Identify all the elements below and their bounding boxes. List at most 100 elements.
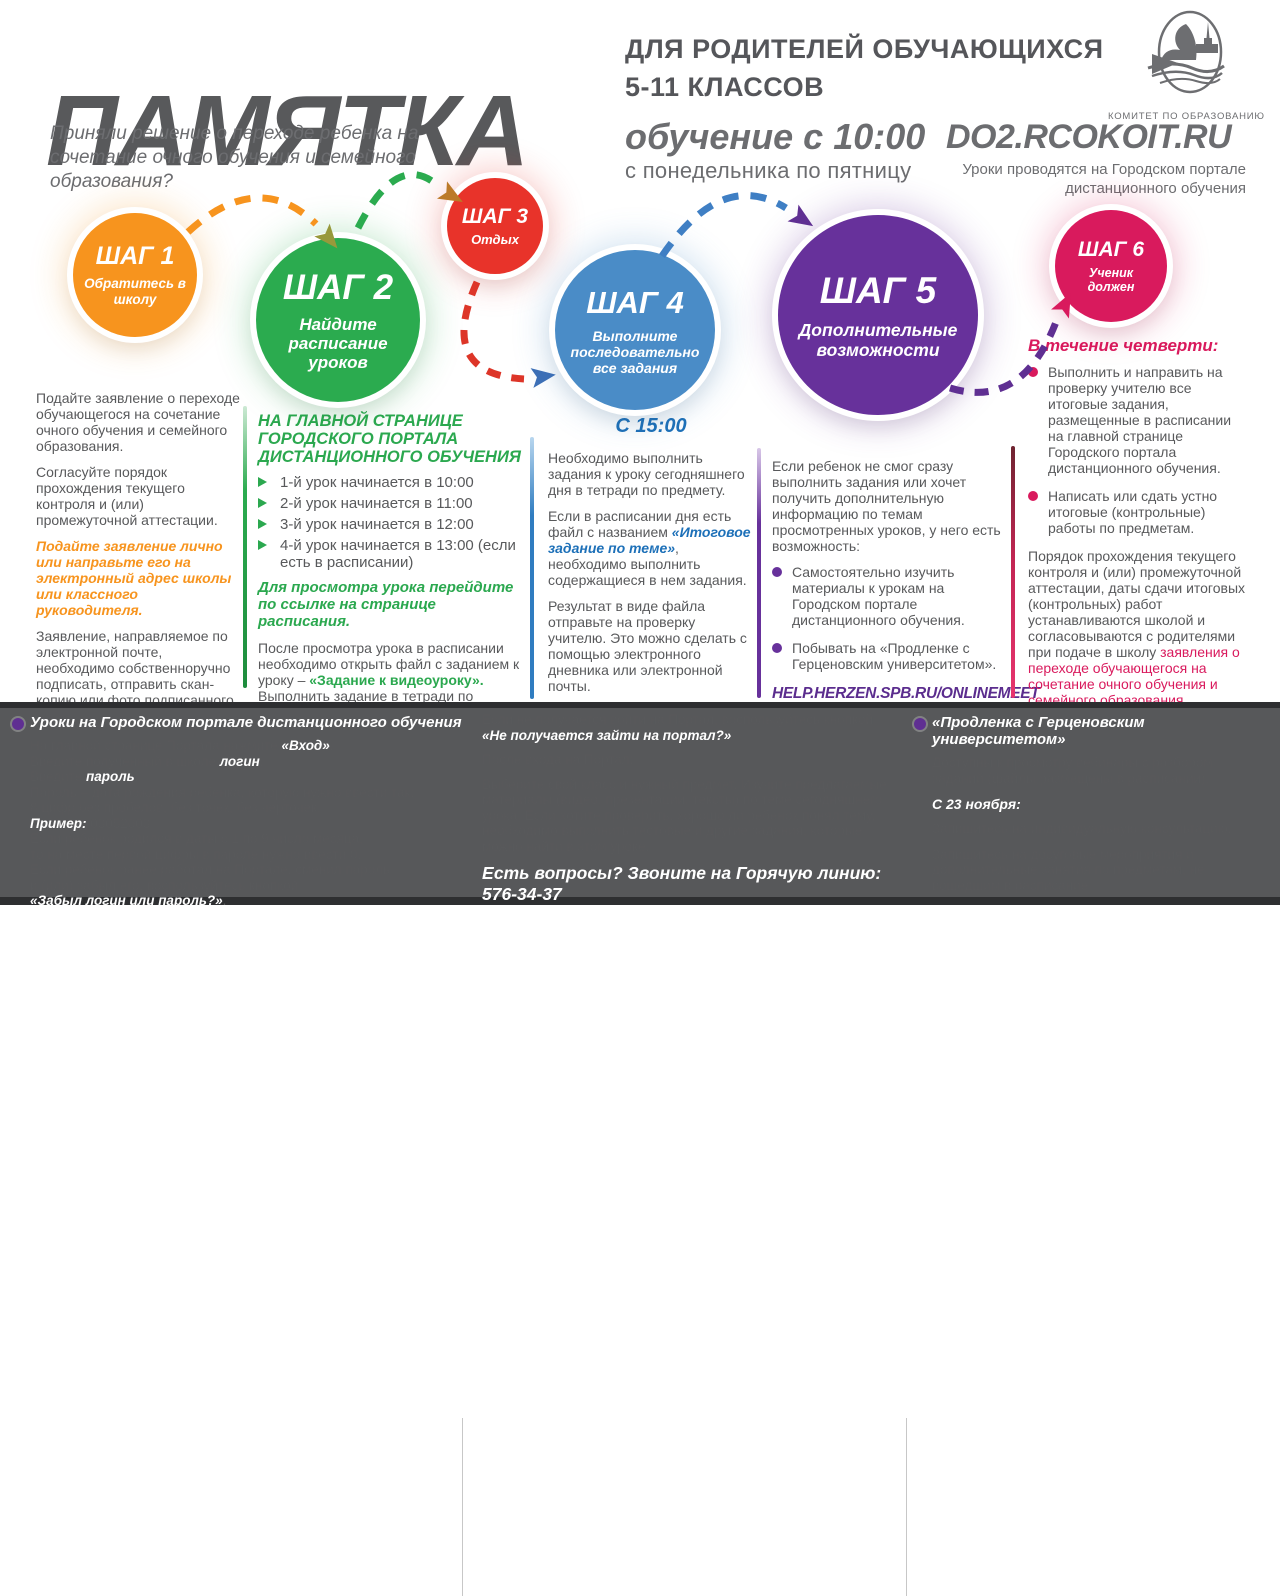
text-line: Пароль – дата рождения ребенка, которую … (30, 784, 415, 800)
bullet-dot-icon (1028, 367, 1038, 377)
pelican-emblem-icon (1147, 10, 1225, 94)
arrow-bullet-icon (258, 498, 267, 508)
step-subtitle: Дополнительные возможности (798, 320, 958, 360)
step-subtitle: Найдите расписание уроков (288, 315, 388, 372)
footer-text: Доступны к просмотру вебинары с разбором… (932, 755, 1213, 786)
footer-text: Выберите свой класс и нужный предмет. Из… (482, 776, 887, 854)
list-item: Самостоятельно изучить материалы к урока… (772, 564, 1010, 628)
portal-url[interactable]: DO2.RCOKOIT.RU (946, 118, 1232, 156)
paragraph: Необходимо выполнить задания к уроку сег… (548, 450, 745, 498)
text-line: Введите пароль. (30, 769, 139, 784)
schedule-subtitle: с понедельника по пятницу (625, 158, 912, 183)
column-step-1: Подайте заявление о переходе обучающегос… (36, 390, 244, 734)
footer-text: Запишитесь на досуговые мероприятия и до… (932, 846, 1205, 893)
footer-heading: «Продленка с Герценовским университетом» (932, 714, 1145, 748)
quarter-heading: В течение четверти: (1028, 336, 1219, 355)
education-committee-logo: КОМИТЕТ ПО ОБРАЗОВАНИЮ (1108, 8, 1265, 122)
audience-line-1: ДЛЯ РОДИТЕЛЕЙ ОБУЧАЮЩИХСЯ (625, 34, 1104, 64)
footer-divider (906, 1418, 907, 1596)
time-heading: С 15:00 (615, 415, 687, 437)
column-step-5: Если ребенок не смог сразу выполнить зад… (772, 458, 1040, 702)
bullet-dot-icon (914, 718, 926, 730)
footer-text: После входа на Портал: (482, 752, 634, 767)
list-item: 2-й урок начинается в 11:00 (258, 495, 528, 512)
bullet-dot-icon (772, 643, 782, 653)
paragraph: Порядок прохождения текущего контроля и … (1028, 548, 1246, 708)
step-circle-3: ШАГ 3 Отдых (447, 178, 543, 274)
step-subtitle: Ученик должен (1087, 266, 1135, 294)
page-title: ПАМЯТКА (46, 75, 529, 187)
paragraph: Согласуйте порядок прохождения текущего … (36, 464, 218, 528)
portal-url-note: Уроки проводятся на Городском портале ди… (962, 161, 1246, 197)
list-item: 3-й урок начинается в 12:00 (258, 516, 528, 533)
text-line: «Забыл логин или пароль?». (30, 893, 227, 908)
step-circle-4: ШАГ 4 Выполните последовательно все зада… (555, 250, 715, 410)
herzen-url[interactable]: HELP.HERZEN.SPB.RU/ONLINEMEET (772, 685, 1040, 702)
footer (0, 702, 1280, 1596)
list-item: Побывать на «Продленке с Герценовским ун… (772, 640, 1010, 672)
step-label: ШАГ 6 (1077, 238, 1145, 261)
step-label: ШАГ 1 (95, 242, 175, 270)
list-item: 1-й урок начинается в 10:00 (258, 474, 528, 491)
column-step-4: С 15:00 Необходимо выполнить задания к у… (548, 415, 754, 704)
arrow-bullet-icon (258, 519, 267, 529)
bullet-dot-icon (12, 718, 24, 730)
step-label: ШАГ 3 (461, 205, 529, 228)
bullet-dot-icon (1028, 491, 1038, 501)
text-line: и (или) забыл его, воспользуйтесь кнопко… (30, 877, 299, 893)
options-list: Самостоятельно изучить материалы к урока… (772, 564, 1010, 672)
text-line: Введите полученный в школе логин. (30, 753, 264, 769)
lesson-times-list: 1-й урок начинается в 10:00 2-й урок нач… (258, 474, 528, 571)
text-line: то на месте первой цифры в пароле нужно … (30, 846, 362, 862)
intro-question: Приняли решение о переходе ребенка на со… (50, 123, 419, 192)
bullet-dot-icon (772, 567, 782, 577)
paragraph: Если в расписании дня есть файл с назван… (548, 508, 751, 588)
footer-text: На главной странице Портала нажмите «Вхо… (30, 738, 462, 909)
text-line: Пример: 03052003 (30, 815, 151, 831)
step-subtitle: Выполните последовательно все задания (570, 327, 700, 376)
divider-blue (530, 437, 534, 699)
footer-heading: Уроки на Городском портале дистанционног… (30, 714, 462, 731)
text-line: Если ребенок ранее работал на Портале, с… (30, 862, 390, 877)
logo-caption: КОМИТЕТ ПО ОБРАЗОВАНИЮ (1108, 111, 1265, 122)
step-label: ШАГ 4 (586, 284, 684, 320)
date-subheading: С 23 ноября: (932, 796, 1021, 812)
divider-pink (1011, 446, 1015, 698)
step-label: ШАГ 2 (282, 268, 394, 307)
footer-text: Запишитесь на индивидуальную консультаци… (932, 821, 1232, 836)
step-subtitle: Обратитесь в школу (84, 276, 186, 307)
list-item: Выполнить и направить на проверку учител… (1028, 364, 1246, 476)
audience-line-2: 5-11 КЛАССОВ (625, 72, 825, 102)
step-circle-6: ШАГ 6 Ученик должен (1055, 210, 1167, 322)
list-item: Написать или сдать устно итоговые (контр… (1028, 488, 1246, 536)
schedule-link-note: Для просмотра урока перейдите по ссылке … (258, 579, 514, 630)
text-line: 8 цифр без пробелов, без точек, без черт… (30, 800, 321, 815)
paragraph: Подайте заявление о переходе обучающегос… (36, 390, 240, 454)
video-task-link: «Задание к видеоуроку». (309, 672, 484, 688)
highlight-note: Подайте заявление лично или направьте ег… (36, 538, 232, 618)
footer-column-login: Уроки на Городском портале дистанционног… (30, 714, 462, 909)
divider-purple (757, 448, 761, 698)
step-circle-2: ШАГ 2 Найдите расписание уроков (256, 238, 420, 402)
step-circle-1: ШАГ 1 Обратитесь в школу (73, 213, 197, 337)
student-duties-list: Выполнить и направить на проверку учител… (1028, 364, 1246, 536)
list-item: 4-й урок начинается в 13:00 (если есть в… (258, 537, 528, 571)
paragraph: Если ребенок не смог сразу выполнить зад… (772, 458, 1001, 554)
text-line: На главной странице Портала нажмите «Вхо… (30, 738, 334, 753)
column-step-6: В течение четверти: Выполнить и направит… (1028, 336, 1246, 718)
footer-column-prodlenka: «Продленка с Герценовским университетом»… (932, 714, 1262, 903)
portal-heading: НА ГЛАВНОЙ СТРАНИЦЕ ГОРОДСКОГО ПОРТАЛА Д… (258, 412, 521, 466)
footer-text: Если не получается войти на Портал, восп… (482, 712, 874, 743)
step-label: ШАГ 5 (819, 270, 937, 311)
footer-column-portal-help: Если не получается войти на Портал, восп… (482, 712, 892, 905)
arrow-bullet-icon (258, 540, 267, 550)
step-subtitle: Отдых (471, 232, 519, 247)
arrow-bullet-icon (258, 477, 267, 487)
paragraph: Результат в виде файла отправьте на пров… (548, 598, 747, 694)
divider-green (243, 406, 247, 688)
step-circle-5: ШАГ 5 Дополнительные возможности (778, 215, 978, 415)
text-line: Если ребенок родился в даты с 1 по 9 чис… (30, 831, 363, 846)
footer-divider (462, 1418, 463, 1596)
final-task-link: «Итоговое задание по теме» (548, 524, 751, 556)
hotline-text: Есть вопросы? Звоните на Горячую линию: … (482, 863, 882, 904)
